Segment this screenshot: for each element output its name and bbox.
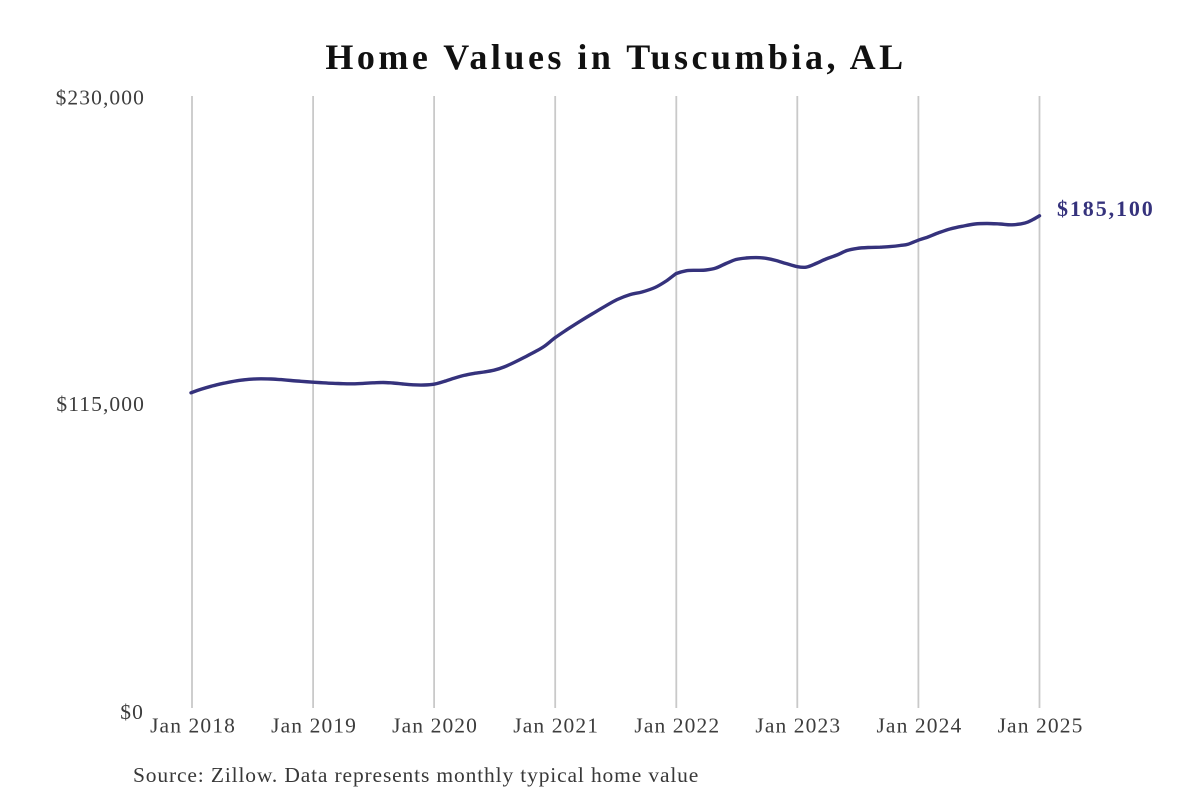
svg-text:Jan 2018: Jan 2018 — [150, 714, 236, 738]
svg-text:$185,100: $185,100 — [1057, 196, 1155, 221]
svg-text:Jan 2024: Jan 2024 — [876, 714, 962, 738]
svg-text:Jan 2020: Jan 2020 — [392, 714, 478, 738]
svg-text:$0: $0 — [120, 700, 144, 724]
svg-text:Source: Zillow. Data represent: Source: Zillow. Data represents monthly … — [133, 763, 699, 787]
svg-text:$230,000: $230,000 — [56, 86, 145, 110]
svg-text:Jan 2022: Jan 2022 — [634, 714, 720, 738]
svg-text:Home Values in Tuscumbia, AL: Home Values in Tuscumbia, AL — [325, 37, 906, 77]
svg-text:Jan 2021: Jan 2021 — [513, 714, 599, 738]
svg-text:Jan 2025: Jan 2025 — [998, 714, 1084, 738]
svg-text:Jan 2023: Jan 2023 — [755, 714, 841, 738]
svg-text:$115,000: $115,000 — [56, 392, 145, 416]
svg-text:Jan 2019: Jan 2019 — [271, 714, 357, 738]
